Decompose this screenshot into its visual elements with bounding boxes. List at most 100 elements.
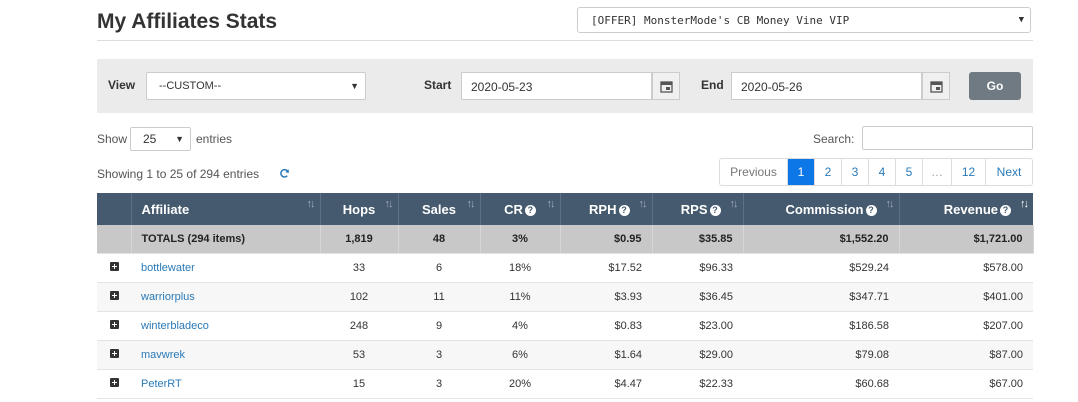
cell-sales: 9	[398, 311, 480, 341]
column-header-sales[interactable]: Sales ↑↓	[398, 193, 481, 225]
cell-commission: $186.58	[743, 311, 899, 341]
expand-row-icon[interactable]	[109, 262, 119, 271]
column-header-revenue[interactable]: Revenue? ↑↓	[899, 193, 1033, 225]
start-date-input[interactable]: 2020-05-23	[461, 72, 652, 100]
cell-revenue: $87.00	[899, 340, 1033, 370]
search-label: Search:	[813, 132, 855, 146]
expand-row-icon[interactable]	[109, 320, 119, 329]
column-header-hops[interactable]: Hops ↑↓	[320, 193, 399, 225]
page-size-value: 25	[143, 132, 157, 146]
totals-row: TOTALS (294 items) 1,819 48 3% $0.95 $35…	[97, 225, 1034, 254]
totals-commission: $1,552.20	[743, 225, 900, 254]
pagination-page-5[interactable]: 5	[896, 159, 923, 185]
filter-bar: View --CUSTOM-- ▼ Start 2020-05-23 End 2…	[97, 59, 1033, 113]
sort-desc-icon: ↑↓	[1020, 198, 1029, 210]
cell-cr: 4%	[480, 311, 560, 341]
totals-revenue: $1,721.00	[899, 225, 1034, 254]
table-header-row: Affiliate ↑↓ Hops ↑↓ Sales ↑↓ CR? ↑↓ RPH…	[97, 193, 1033, 225]
divider	[97, 40, 1033, 41]
table-row: winterbladeco 248 9 4% $0.83 $23.00 $186…	[97, 311, 1033, 341]
affiliate-link[interactable]: mavwrek	[141, 349, 186, 361]
sort-icon: ↑↓	[885, 198, 895, 210]
totals-sales: 48	[398, 225, 481, 254]
help-icon[interactable]: ?	[1000, 204, 1011, 216]
expand-column-header	[97, 193, 132, 225]
start-calendar-button[interactable]	[652, 72, 680, 100]
end-label: End	[701, 78, 724, 92]
cell-hops: 33	[320, 253, 398, 283]
pagination: Previous 1 2 3 4 5 … 12 Next	[719, 158, 1033, 186]
cell-rph: $17.52	[560, 253, 652, 283]
affiliate-link[interactable]: PeterRT	[141, 378, 182, 390]
view-label: View	[108, 78, 136, 92]
refresh-icon[interactable]	[279, 168, 290, 179]
pagination-next[interactable]: Next	[996, 165, 1022, 179]
sort-icon: ↑↓	[466, 198, 476, 210]
help-icon[interactable]: ?	[709, 204, 721, 216]
expand-row-icon[interactable]	[109, 349, 119, 358]
totals-cr: 3%	[480, 225, 561, 254]
pagination-page-2[interactable]: 2	[815, 159, 842, 185]
pagination-page-4[interactable]: 4	[869, 159, 896, 185]
cell-revenue: $207.00	[899, 311, 1033, 341]
cell-revenue: $67.00	[899, 369, 1033, 399]
affiliates-table: Affiliate ↑↓ Hops ↑↓ Sales ↑↓ CR? ↑↓ RPH…	[97, 193, 1034, 399]
affiliate-link[interactable]: warriorplus	[141, 291, 195, 303]
start-label: Start	[424, 78, 452, 92]
pagination-page-3[interactable]: 3	[842, 159, 869, 185]
chevron-down-icon: ▼	[175, 134, 184, 144]
totals-label: TOTALS (294 items)	[131, 225, 321, 254]
column-header-commission[interactable]: Commission? ↑↓	[743, 193, 900, 225]
column-header-affiliate[interactable]: Affiliate ↑↓	[131, 193, 321, 225]
cell-sales: 6	[398, 253, 480, 283]
cell-revenue: $401.00	[899, 282, 1033, 312]
calendar-icon	[930, 81, 943, 93]
totals-rph: $0.95	[560, 225, 653, 254]
cell-rps: $22.33	[652, 369, 743, 399]
sort-icon: ↑↓	[729, 198, 739, 210]
start-date-value: 2020-05-23	[471, 80, 533, 94]
sort-icon: ↑↓	[384, 198, 394, 210]
entries-label: entries	[196, 132, 233, 146]
column-header-rps[interactable]: RPS? ↑↓	[652, 193, 744, 225]
cell-hops: 53	[320, 340, 398, 370]
column-header-cr[interactable]: CR? ↑↓	[480, 193, 561, 225]
help-icon[interactable]: ?	[618, 204, 630, 216]
affiliate-link[interactable]: bottlewater	[141, 262, 195, 274]
sort-icon: ↑↓	[306, 198, 316, 210]
cell-sales: 11	[398, 282, 480, 312]
end-date-input[interactable]: 2020-05-26	[731, 72, 922, 100]
table-row: PeterRT 15 3 20% $4.47 $22.33 $60.68 $67…	[97, 369, 1033, 399]
affiliate-link[interactable]: winterbladeco	[141, 320, 209, 332]
page-size-select[interactable]: 25 ▼	[130, 127, 191, 151]
cell-cr: 11%	[480, 282, 560, 312]
cell-rps: $23.00	[652, 311, 743, 341]
pagination-previous[interactable]: Previous	[720, 159, 788, 185]
chevron-down-icon: ▼	[1018, 15, 1024, 25]
offer-select[interactable]: [OFFER] MonsterMode's CB Money Vine VIP …	[577, 7, 1031, 33]
cell-rph: $3.93	[560, 282, 652, 312]
cell-revenue: $578.00	[899, 253, 1033, 283]
pagination-page-1[interactable]: 1	[788, 159, 815, 185]
search-input[interactable]	[862, 126, 1033, 150]
entries-info: Showing 1 to 25 of 294 entries	[97, 167, 260, 181]
totals-hops: 1,819	[320, 225, 399, 254]
help-icon[interactable]: ?	[524, 204, 536, 216]
cell-rph: $0.83	[560, 311, 652, 341]
sort-icon: ↑↓	[638, 198, 648, 210]
cell-cr: 20%	[480, 369, 560, 399]
cell-commission: $60.68	[743, 369, 899, 399]
end-calendar-button[interactable]	[922, 72, 950, 100]
cell-commission: $529.24	[743, 253, 899, 283]
cell-rph: $4.47	[560, 369, 652, 399]
pagination-page-12[interactable]: 12	[952, 159, 986, 185]
help-icon[interactable]: ?	[865, 204, 877, 216]
cell-sales: 3	[398, 340, 480, 370]
view-select[interactable]: --CUSTOM-- ▼	[146, 72, 366, 100]
expand-row-icon[interactable]	[109, 378, 119, 387]
column-header-rph[interactable]: RPH? ↑↓	[560, 193, 653, 225]
pagination-ellipsis: …	[923, 159, 952, 185]
expand-row-icon[interactable]	[109, 291, 119, 300]
cell-commission: $347.71	[743, 282, 899, 312]
go-button[interactable]: Go	[969, 72, 1021, 100]
